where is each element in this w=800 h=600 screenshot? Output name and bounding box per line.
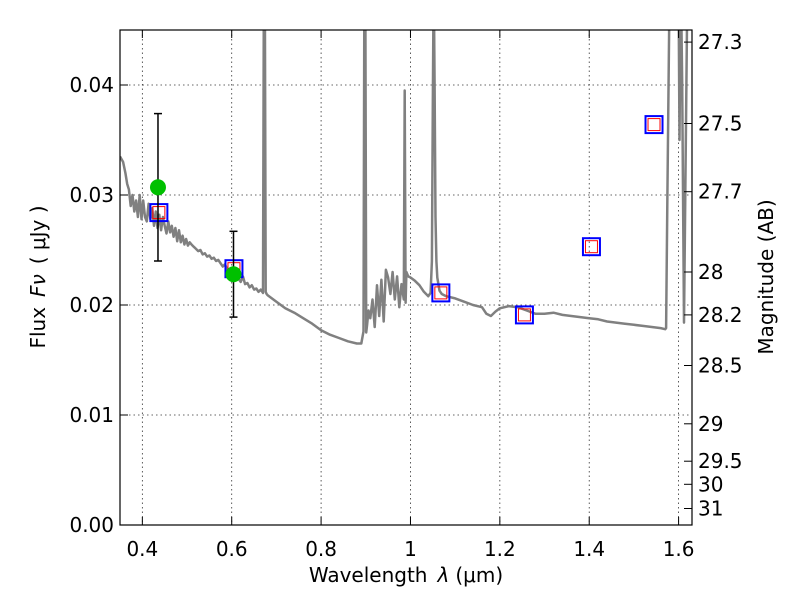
y-tick-label: 0.03 [69,183,114,207]
x-axis-label: Wavelength [309,563,428,587]
x-tick-label: 0.6 [216,537,248,561]
y2-tick-label: 30 [698,472,723,496]
y2-tick-label: 28.2 [698,303,743,327]
y-tick-label: 0.00 [69,513,114,537]
y-axis-title: Flux Fν ( μJy ) [26,205,50,348]
model-photometry-box-inner [647,118,661,132]
x-tick-label: 1 [404,537,417,561]
y2-tick-label: 27.7 [698,180,743,204]
observed-point [149,179,166,196]
y-axis-symbol: Fν [26,274,50,297]
model-photometry-box-inner [517,308,531,322]
y2-tick-label: 28 [698,260,723,284]
y-axis-unit: ( μJy ) [26,205,50,264]
y-axis-label: Flux [26,307,50,349]
model-photometry-box [644,115,664,135]
x-axis-symbol: λ [437,563,450,587]
model-photometry-box-inner [152,206,166,220]
model-photometry-box [149,203,169,223]
model-photometry-box [581,237,601,257]
x-tick-label: 1.6 [663,537,695,561]
y2-tick-label: 28.5 [698,354,743,378]
y-tick-label: 0.01 [69,403,114,427]
y2-tick-label: 29 [698,412,723,436]
x-axis-unit: (μm) [455,563,503,587]
model-photometry-box-inner [584,240,598,254]
x-tick-label: 0.4 [126,537,158,561]
x-tick-label: 1.4 [573,537,605,561]
x-tick-label: 1.2 [484,537,516,561]
plot-area [120,30,689,345]
y2-tick-label: 29.5 [698,449,743,473]
model-photometry-box [431,283,451,303]
y2-tick-label: 27.3 [698,30,743,54]
axes: 0.4 0.6 0.8 1 1.2 1.4 1.6 0.00 0.01 0.02 0.03 0.04 2… [69,30,743,561]
y-tick-label: 0.02 [69,293,114,317]
model-photometry-box-inner [434,286,448,300]
x-tick-label: 0.8 [305,537,337,561]
x-axis-title: Wavelength λ (μm) [309,563,503,587]
y2-tick-label: 31 [698,497,723,521]
y2-tick-label: 27.5 [698,112,743,136]
plot-frame [119,29,693,526]
model-photometry-box [514,305,534,325]
y-tick-label: 0.04 [69,73,114,97]
y2-axis-title: Magnitude (AB) [754,199,778,354]
observed-point [225,266,242,283]
